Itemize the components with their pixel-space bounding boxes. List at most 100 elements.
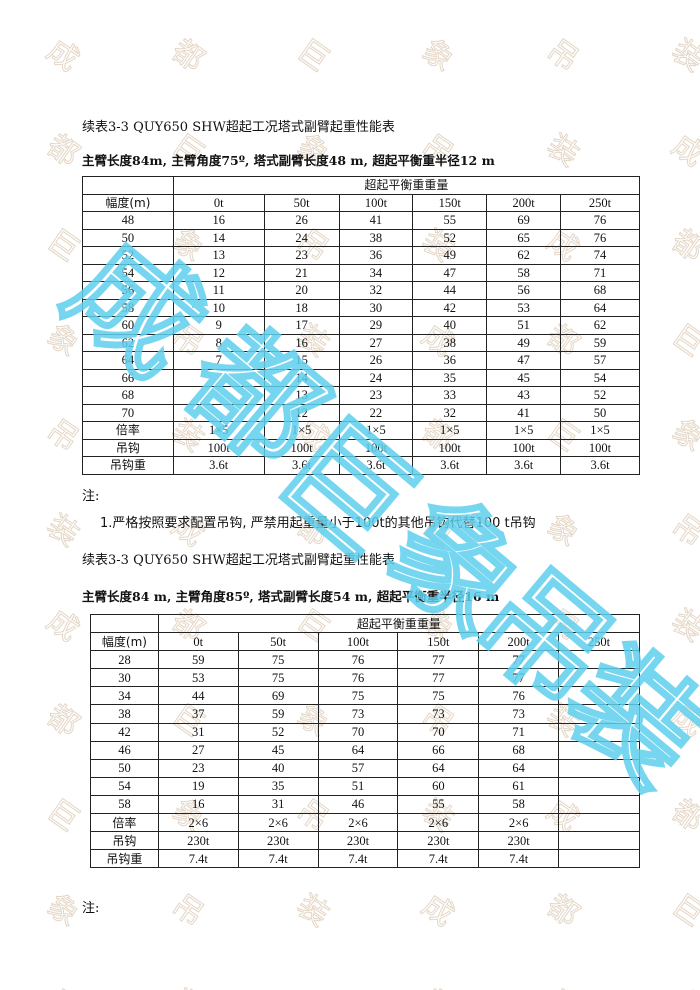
value-cell: 18 [263,298,340,317]
value-cell: 59 [560,333,640,352]
row-label-cell: 68 [82,386,174,405]
value-cell: 1×5 [486,421,562,440]
footer-row: 倍率 2×6 2×6 2×6 2×6 2×6 [90,813,640,833]
watermark-text: 象 [40,318,85,364]
value-cell: 44 [412,281,488,300]
table1-lifting-capacity: 超起平衡重重量 幅度(m) 0t 50t 100t 150t 200t 250t 48 16 26 4… [82,176,641,475]
row-label-cell: 58 [90,794,159,815]
value-cell: 13 [263,386,340,405]
value-cell: 14 [263,368,340,387]
watermark-text: 都 [40,698,85,744]
value-cell: 71 [560,263,640,282]
value-cell: 77 [397,668,480,688]
table-row: 70 12 22 32 41 50 [82,403,640,422]
row-label-cell: 倍率 [82,421,174,440]
row-label-cell: 吊钩重 [82,456,174,475]
value-cell: 70 [397,722,480,742]
table1-note-label: 注: [82,489,100,504]
value-cell: 52 [560,386,640,405]
watermark-text: 象 [540,508,585,554]
watermark-text: 装 [290,888,335,934]
value-cell: 19 [157,776,239,796]
watermark-text: 象 [665,983,700,990]
value-cell: 3.6t [486,456,562,475]
value-cell: 24 [338,368,414,387]
value-cell: 22 [338,403,414,422]
watermark-text: 装 [540,128,585,174]
table-row: 66 14 24 35 45 54 [82,368,640,387]
value-cell: 7.4t [397,849,480,869]
table1-title: 续表3-3 QUY650 SHW超起工况塔式副臂起重性能表 [82,120,395,135]
value-cell: 64 [317,740,399,760]
value-cell: 8 [172,333,265,352]
row-label-cell: 58 [82,298,174,317]
row-label-cell: 46 [90,740,159,760]
value-cell: 66 [397,740,480,760]
value-cell: 53 [486,298,562,317]
row-header: 幅度(m) [90,632,159,652]
value-cell: 75 [237,668,319,688]
watermark-text: 都 [540,888,585,934]
table-row: 64 7 15 26 36 47 57 [82,351,640,370]
value-cell [558,849,640,869]
value-cell: 54 [560,368,640,387]
value-cell: 45 [237,740,319,760]
value-cell: 58 [478,794,560,815]
value-cell: 1×5 [412,421,488,440]
value-cell: 40 [237,758,319,778]
value-cell [558,813,640,833]
value-cell: 100t [338,438,414,457]
value-cell: 1×5 [560,421,640,440]
value-cell: 50 [560,403,640,422]
value-cell: 76 [560,211,640,230]
value-cell [558,650,640,670]
value-cell: 100t [486,438,562,457]
row-label-cell: 吊钩 [90,831,159,851]
table-row: 60 9 17 29 40 51 62 [82,316,640,335]
value-cell: 1×5 [338,421,414,440]
value-cell: 49 [486,333,562,352]
value-cell: 10 [172,298,265,317]
value-cell: 52 [237,722,319,742]
value-cell: 14 [172,228,265,247]
watermark-text: 都 [665,793,700,839]
row-label-cell: 倍率 [90,813,159,833]
value-cell: 27 [157,740,239,760]
column-header: 200t [478,632,560,652]
value-cell [558,794,640,815]
watermark-text: 成 [40,603,85,649]
value-cell [558,831,640,851]
column-header: 200t [486,193,562,212]
group-header-row: 超起平衡重重量 [90,613,641,634]
column-header: 50t [237,632,319,652]
watermark-text: 成 [665,698,700,744]
table-row: 62 8 16 27 38 49 59 [82,333,640,352]
row-label-cell: 38 [90,704,159,724]
value-cell: 100t [560,438,640,457]
value-cell: 3.6t [560,456,640,475]
value-cell: 62 [560,316,640,335]
value-cell: 1×5 [263,421,340,440]
value-cell: 68 [560,281,640,300]
value-cell: 75 [317,686,399,706]
footer-row: 吊钩重 7.4t 7.4t 7.4t 7.4t 7.4t [90,849,640,869]
value-cell: 71 [478,722,560,742]
value-cell: 230t [157,831,239,851]
watermark-text: 装 [665,33,700,79]
row-label-cell: 66 [82,368,174,387]
value-cell: 62 [486,246,562,265]
value-cell: 40 [412,316,488,335]
value-cell: 60 [397,776,480,796]
value-cell: 49 [412,246,488,265]
value-cell: 64 [478,758,560,778]
value-cell [558,740,640,760]
value-cell: 51 [317,776,399,796]
footer-row: 倍率 1×5 1×5 1×5 1×5 1×5 1×5 [82,421,640,440]
watermark-text: 装 [40,508,85,554]
value-cell: 77 [478,650,560,670]
row-label-cell: 50 [82,228,174,247]
value-cell: 75 [397,686,480,706]
value-cell [558,776,640,796]
value-cell: 2×6 [237,813,319,833]
value-cell: 15 [263,351,340,370]
